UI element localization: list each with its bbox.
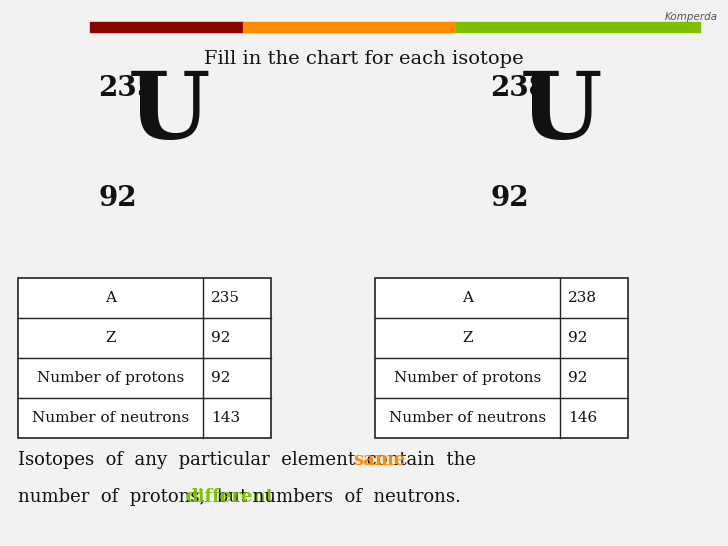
Text: numbers  of  neutrons.: numbers of neutrons. <box>241 488 461 506</box>
Text: A: A <box>462 291 473 305</box>
Text: 92: 92 <box>568 331 587 345</box>
Bar <box>456 22 700 32</box>
Text: A: A <box>105 291 116 305</box>
Text: different: different <box>186 488 274 506</box>
Text: Number of neutrons: Number of neutrons <box>32 411 189 425</box>
Text: same: same <box>353 451 405 469</box>
Text: 92: 92 <box>568 371 587 385</box>
Text: Number of protons: Number of protons <box>394 371 541 385</box>
Text: number  of  protons,  but: number of protons, but <box>18 488 258 506</box>
Text: 146: 146 <box>568 411 597 425</box>
Text: Number of protons: Number of protons <box>37 371 184 385</box>
Text: U: U <box>520 68 603 158</box>
Text: 238: 238 <box>490 75 548 102</box>
Bar <box>375 278 628 438</box>
Text: 235: 235 <box>211 291 240 305</box>
Text: Komperda: Komperda <box>665 12 718 22</box>
Text: Number of neutrons: Number of neutrons <box>389 411 546 425</box>
Bar <box>90 22 242 32</box>
Text: Fill in the chart for each isotope: Fill in the chart for each isotope <box>204 50 524 68</box>
Text: 143: 143 <box>211 411 240 425</box>
Text: 92: 92 <box>98 185 137 212</box>
Text: 238: 238 <box>568 291 597 305</box>
Text: 92: 92 <box>211 371 231 385</box>
Text: 235: 235 <box>98 75 156 102</box>
Text: Z: Z <box>462 331 472 345</box>
Text: Z: Z <box>106 331 116 345</box>
Text: Isotopes  of  any  particular  element  contain  the: Isotopes of any particular element conta… <box>18 451 488 469</box>
Text: U: U <box>128 68 210 158</box>
Bar <box>18 278 271 438</box>
Text: 92: 92 <box>490 185 529 212</box>
Bar <box>242 22 456 32</box>
Text: 92: 92 <box>211 331 231 345</box>
